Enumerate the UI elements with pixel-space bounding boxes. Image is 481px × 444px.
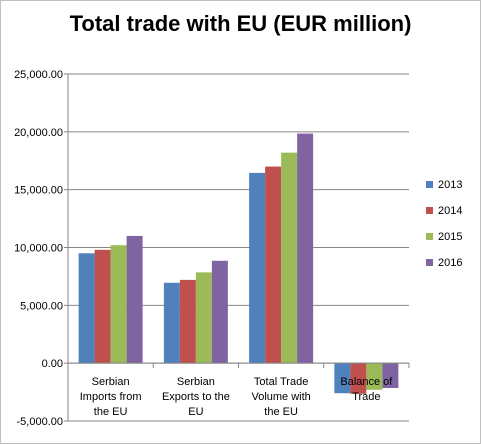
bar-2013 [163,282,180,364]
bar-2015 [366,363,383,390]
category-label: Balance of [340,376,393,388]
y-tick-label: 25,000.00 [14,69,63,81]
category-label: Total Trade [254,376,308,388]
bar-2014 [350,363,367,394]
category-label: Serbian [177,376,215,388]
legend-label: 2013 [438,179,462,191]
bar-2016 [211,260,228,364]
bar-2015 [281,152,298,364]
category-label: the EU [94,406,128,418]
category-label: the EU [264,406,298,418]
legend-swatch [426,181,433,188]
category-label: Imports from [80,391,142,403]
legend-swatch [426,233,433,240]
legend-label: 2015 [438,231,462,243]
bar-2013 [249,172,266,364]
y-tick-label: 15,000.00 [14,185,63,197]
y-tick-label: -5,000.00 [17,416,63,428]
bar-2016 [297,133,314,364]
bar-2014 [265,166,282,364]
legend-swatch [426,207,433,214]
bar-2014 [179,279,196,364]
legend-swatch [426,259,433,266]
y-tick-label: 20,000.00 [14,127,63,139]
bar-2015 [195,272,212,364]
legend-label: 2014 [438,205,462,217]
y-tick-label: 10,000.00 [14,243,63,255]
category-label: EU [188,406,203,418]
legend-label: 2016 [438,257,462,269]
y-tick-label: 5,000.00 [20,300,63,312]
category-label: Volume with [251,391,310,403]
category-label: Trade [352,391,380,403]
bar-2016 [382,363,399,389]
chart-title: Total trade with EU (EUR million) [69,11,412,36]
bar-2015 [110,245,127,364]
y-tick-label: 0.00 [42,358,63,370]
bar-2014 [94,249,111,364]
category-label: Exports to the [162,391,230,403]
category-label: Serbian [92,376,130,388]
bar-2016 [126,235,143,364]
bar-2013 [78,253,95,364]
bar-2013 [334,363,351,394]
